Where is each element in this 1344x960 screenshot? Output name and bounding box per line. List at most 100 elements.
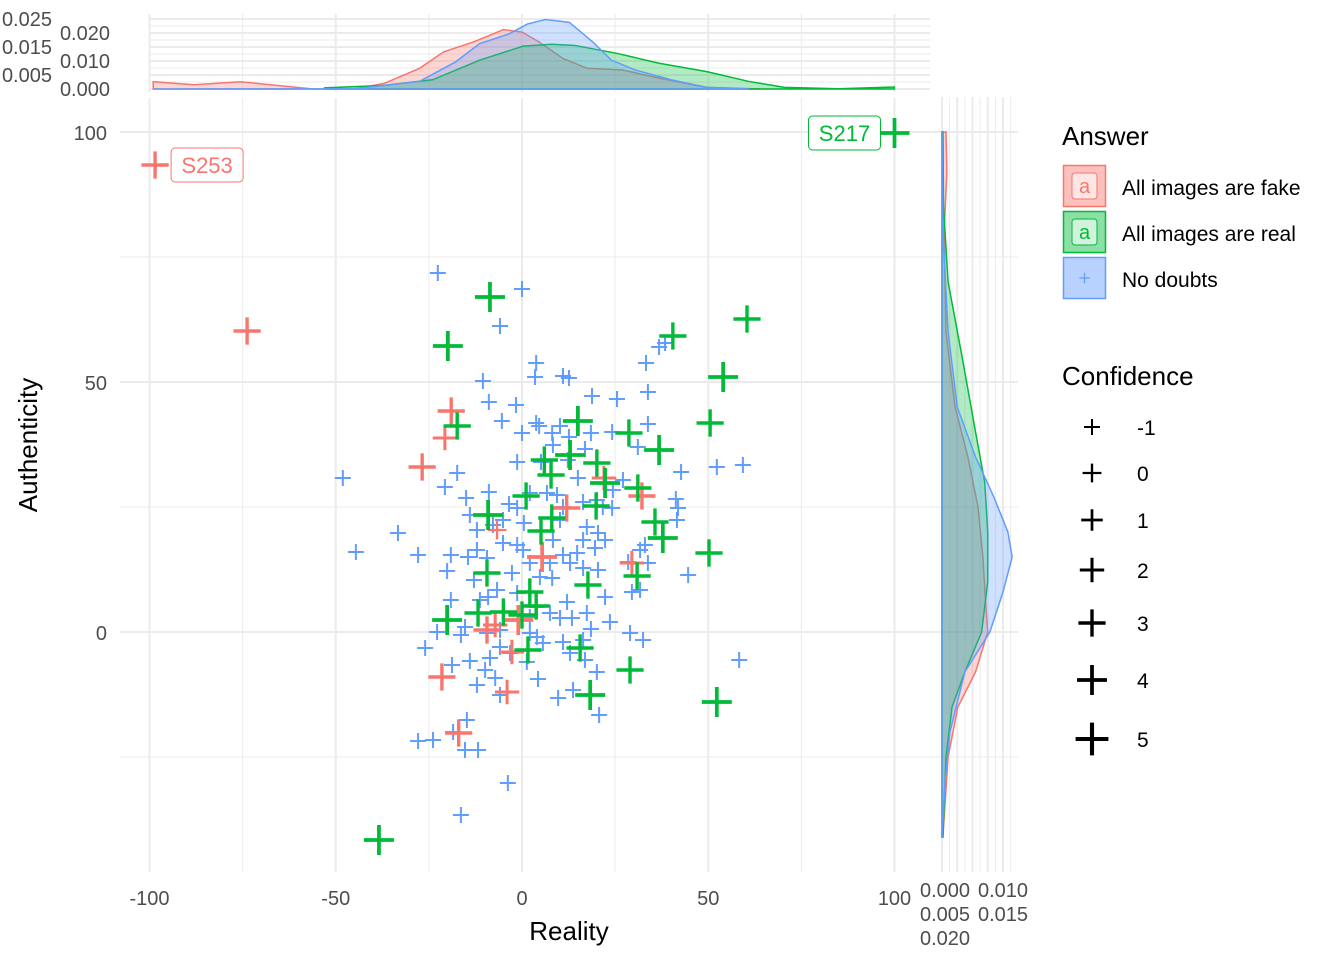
point-real (647, 523, 678, 553)
point-none (458, 490, 475, 506)
point-none (638, 355, 655, 371)
point-none (500, 496, 517, 512)
point-real (538, 504, 566, 532)
point-none (452, 627, 469, 643)
point-none (629, 439, 646, 455)
point-real (733, 305, 761, 333)
top-density-tick-label: 0.000 (60, 79, 110, 101)
point-none (569, 545, 586, 561)
point-none (461, 653, 478, 669)
right-density-tick-label: 0.020 (920, 928, 970, 950)
right-density-tick-label: 0.010 (978, 880, 1028, 902)
point-real (562, 406, 593, 436)
legend-answer-label: No doubts (1122, 269, 1218, 292)
point-none (417, 640, 434, 656)
point-none (601, 614, 618, 630)
point-real (432, 331, 463, 361)
legend-key-glyph: a (1079, 176, 1091, 198)
point-none (528, 415, 545, 431)
point-real (512, 482, 540, 510)
right-density-none (941, 131, 1013, 838)
top-density-fake (152, 28, 761, 90)
point-none (639, 416, 656, 432)
point-none (734, 457, 751, 473)
point-real (708, 362, 739, 392)
x-tick-label: 100 (878, 888, 911, 910)
right-density-tick-label: 0.005 (920, 904, 970, 926)
points (141, 118, 910, 855)
point-none (639, 384, 656, 400)
point-none (509, 500, 526, 516)
point-none (471, 592, 488, 608)
legend-key-plus-icon (1079, 272, 1090, 284)
point-real (566, 634, 594, 662)
point-none (410, 547, 427, 563)
point-real (696, 409, 724, 437)
legend-confidence-plus-icon (1081, 509, 1103, 531)
point-real (522, 592, 550, 620)
point-none (452, 807, 469, 823)
point-real (624, 474, 652, 502)
x-tick-label: -100 (129, 888, 169, 910)
point-none (582, 621, 599, 637)
legend-key-label-box (1071, 172, 1098, 200)
point-none (530, 671, 547, 687)
point-none (499, 775, 516, 791)
y-axis-title: Authenticity (13, 378, 43, 512)
point-real (701, 687, 732, 717)
point-none (480, 484, 497, 500)
point-none (544, 570, 561, 586)
point-none (528, 355, 545, 371)
point-none (436, 479, 453, 495)
point-none (550, 690, 567, 706)
point-fake (487, 520, 507, 540)
legend-confidence-label: 4 (1137, 670, 1149, 693)
legend-answer-label: All images are real (1122, 223, 1296, 246)
top-density-tick-label: 0.005 (2, 65, 52, 87)
point-real (530, 446, 558, 474)
point-none (614, 472, 631, 488)
point-none (468, 522, 485, 538)
point-real (590, 468, 621, 498)
point-none (495, 535, 512, 551)
legend-key-label-box (1071, 218, 1098, 246)
point-none (527, 369, 544, 385)
point-none (554, 634, 571, 650)
point-fake (233, 317, 261, 345)
point-none (670, 500, 687, 516)
point-none (468, 677, 485, 693)
legend-confidence-label: 0 (1137, 463, 1149, 486)
y-tick-label: 0 (96, 623, 107, 645)
point-real (879, 118, 910, 148)
point-real (516, 578, 544, 606)
point-none (424, 732, 441, 748)
point-real (616, 656, 644, 684)
point-none (575, 632, 592, 648)
point-none (565, 682, 582, 698)
point-none (597, 589, 614, 605)
legend: Answer a All images are fake a All images a… (1062, 121, 1301, 756)
point-none (668, 512, 685, 528)
point-none (459, 549, 476, 565)
point-none (623, 584, 640, 600)
point-real (432, 605, 463, 635)
point-none (477, 662, 494, 678)
legend-confidence-plus-icon (1077, 665, 1107, 695)
legend-confidence-plus-icon (1079, 557, 1105, 583)
point-none (515, 515, 532, 531)
point-none (503, 565, 520, 581)
legend-confidence-keys: -1 0 1 2 3 4 5 (1075, 417, 1156, 756)
point-none (509, 454, 526, 470)
point-none (673, 464, 690, 480)
legend-confidence-plus-icon (1075, 722, 1109, 756)
point-fake (408, 453, 436, 481)
legend-confidence-plus-icon (1078, 609, 1106, 637)
x-tick-label: -50 (321, 888, 350, 910)
point-real (641, 508, 669, 536)
x-tick-label: 0 (516, 888, 527, 910)
legend-answer-label: All images are fake (1122, 177, 1301, 200)
point-fake (437, 397, 465, 425)
point-none (429, 265, 446, 281)
point-label-box (170, 147, 244, 183)
point-none (680, 567, 697, 583)
